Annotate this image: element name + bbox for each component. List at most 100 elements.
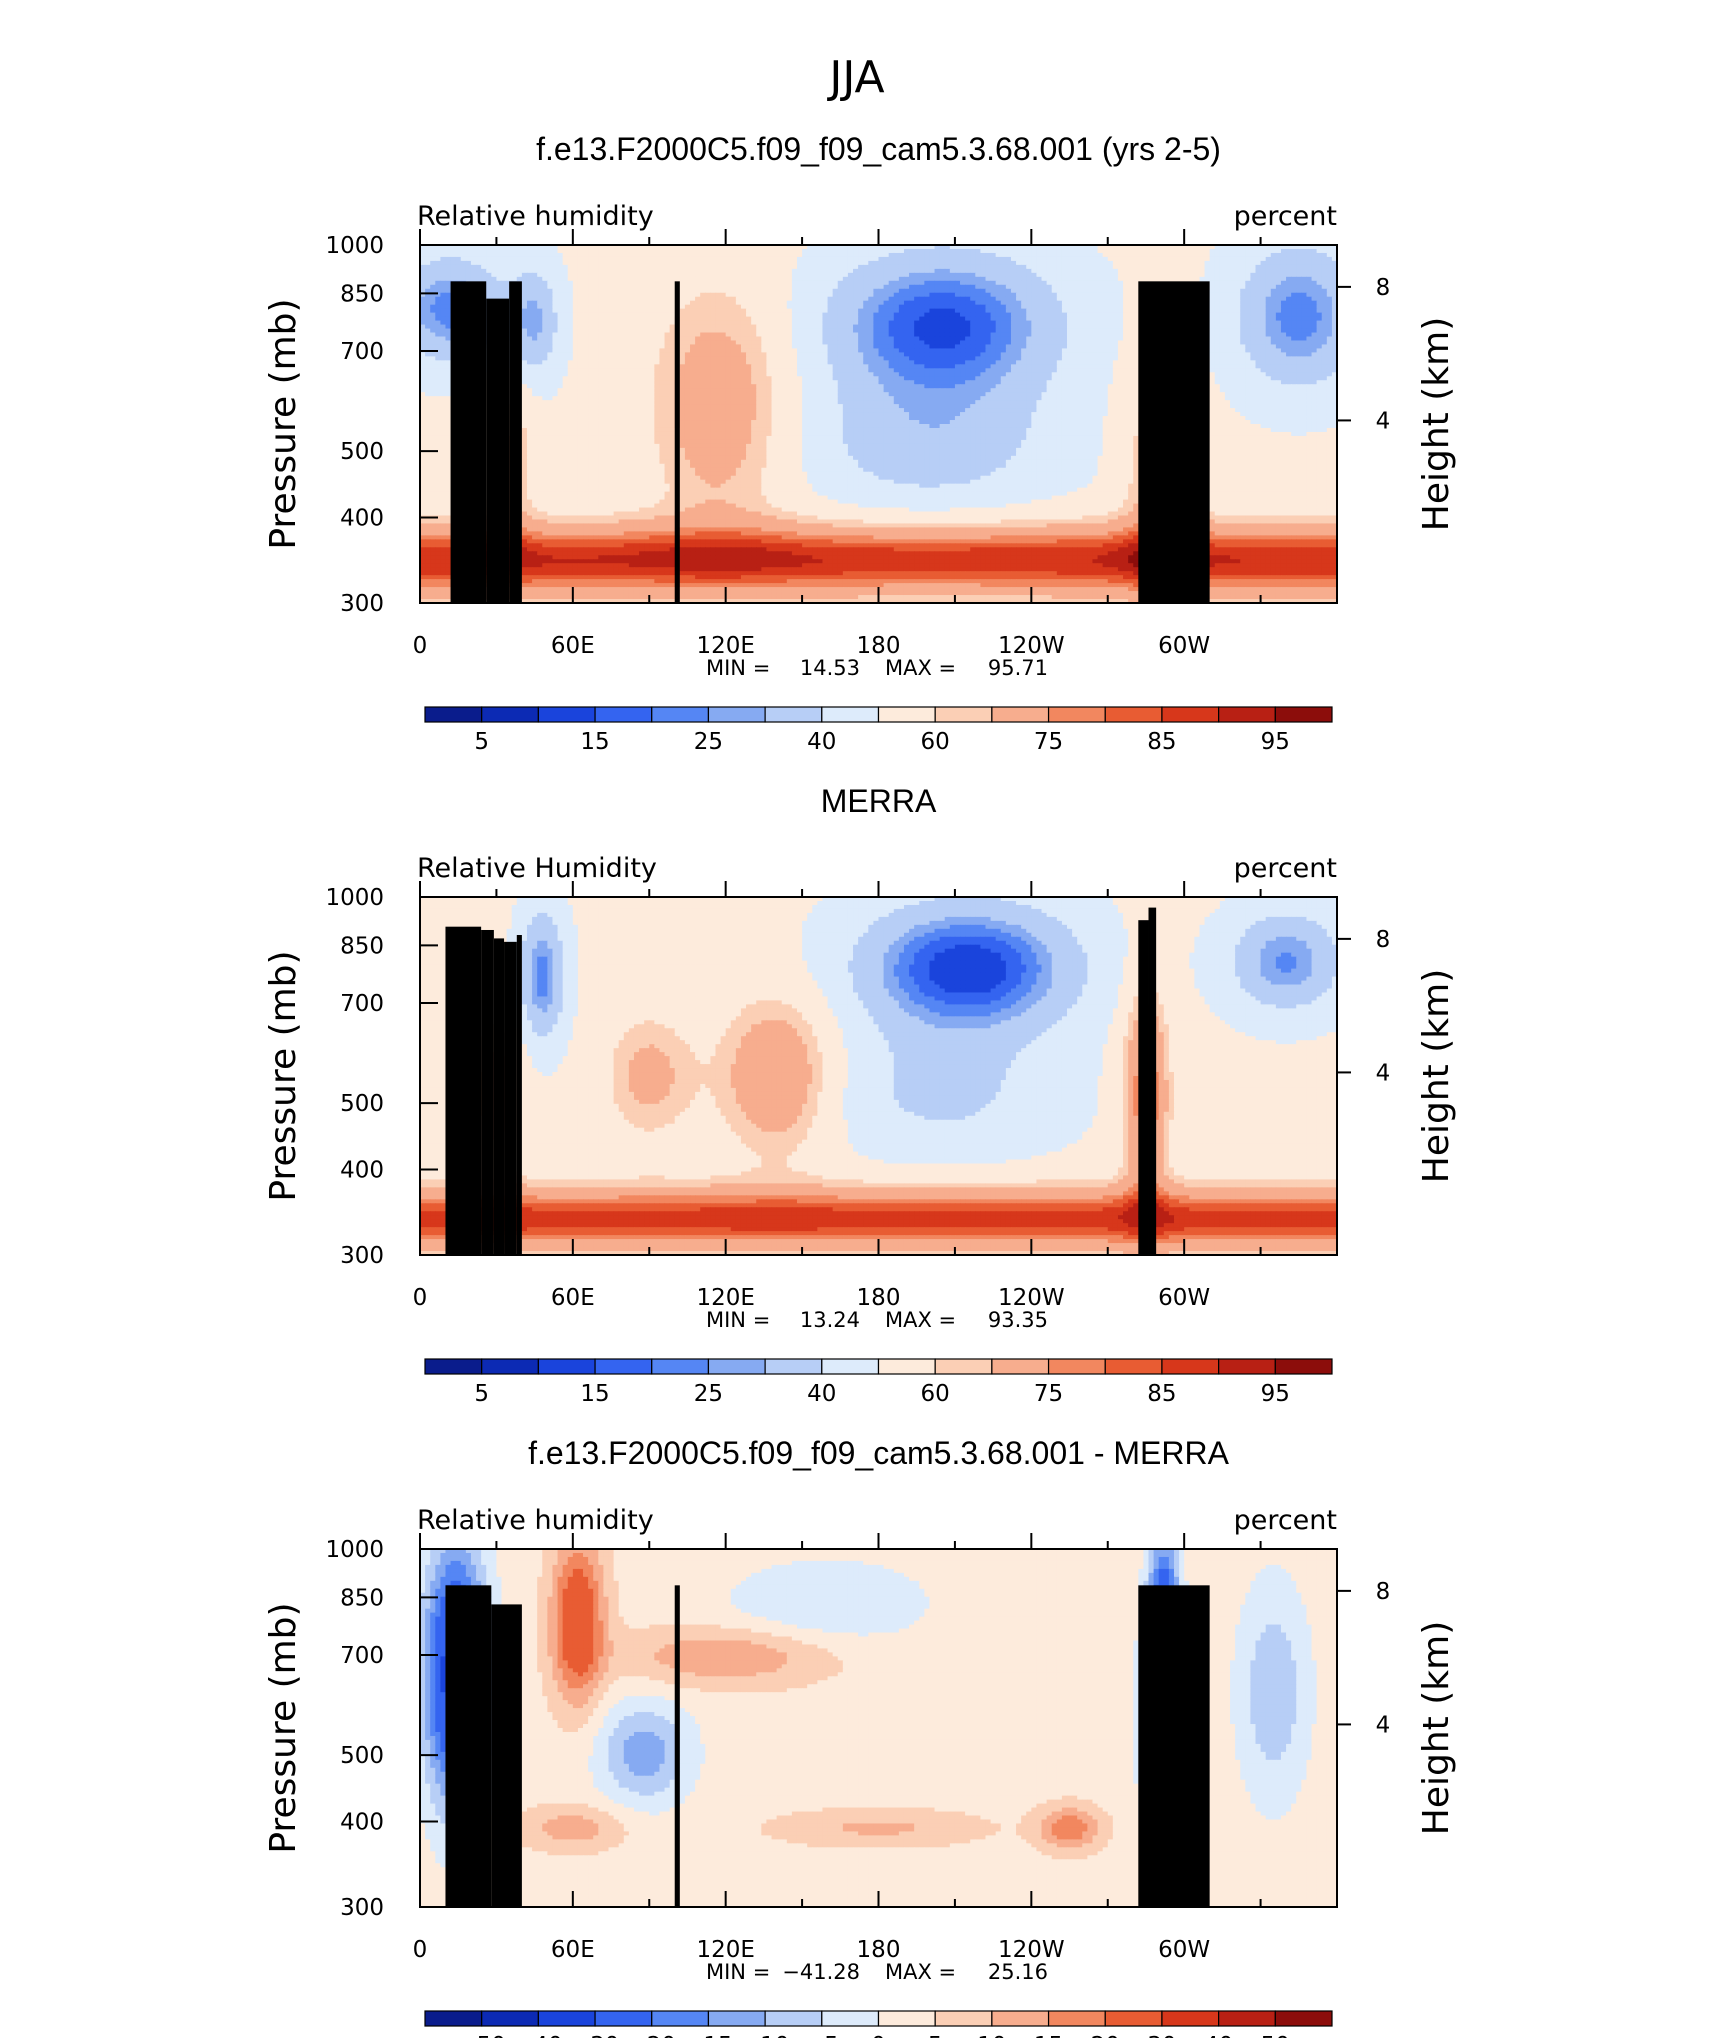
panel-title: f.e13.F2000C5.f09_f09_cam5.3.68.001 - ME… bbox=[528, 1435, 1230, 1471]
right-axis-title: Height (km) bbox=[1416, 969, 1457, 1183]
colorbar-swatch bbox=[537, 2010, 596, 2027]
colorbar-swatch bbox=[537, 1358, 596, 1375]
topography-block bbox=[509, 281, 522, 603]
colorbar-swatch bbox=[1161, 1358, 1220, 1375]
y-tick-label: 500 bbox=[340, 1091, 384, 1117]
height-tick-label: 4 bbox=[1376, 1712, 1391, 1738]
colorbar-label: 60 bbox=[921, 729, 950, 755]
x-tick-label: 120E bbox=[696, 1285, 754, 1311]
colorbar-swatch bbox=[481, 1358, 539, 1375]
colorbar-label: −30 bbox=[571, 2033, 620, 2038]
colorbar-swatch bbox=[1104, 1358, 1163, 1375]
colorbar: −50−40−30−20−15−10−505101520304050 bbox=[424, 2010, 1333, 2038]
y-axis-title: Pressure (mb) bbox=[263, 950, 304, 1201]
topography-block bbox=[1138, 1585, 1210, 1907]
x-tick-label: 60E bbox=[551, 633, 595, 659]
colorbar-swatch bbox=[651, 2010, 710, 2027]
units-label: percent bbox=[1234, 201, 1337, 232]
colorbar-swatch bbox=[481, 2010, 539, 2027]
y-tick-label: 400 bbox=[340, 1809, 384, 1835]
topography-block bbox=[491, 1604, 522, 1907]
height-tick-label: 4 bbox=[1376, 1060, 1391, 1086]
colorbar-label: 15 bbox=[580, 729, 609, 755]
colorbar-swatch bbox=[934, 706, 993, 723]
y-axis-title: Pressure (mb) bbox=[263, 298, 304, 549]
colorbar-swatch bbox=[1104, 2010, 1163, 2027]
right-axis-title: Height (km) bbox=[1416, 1621, 1457, 1835]
colorbar-swatch bbox=[707, 1358, 766, 1375]
variable-label: Relative Humidity bbox=[417, 853, 657, 884]
colorbar-label: 95 bbox=[1261, 1381, 1290, 1407]
colorbar-swatch bbox=[821, 706, 880, 723]
colorbar-swatch bbox=[1274, 2010, 1333, 2027]
colorbar-swatch bbox=[764, 2010, 823, 2027]
x-tick-label: 180 bbox=[857, 633, 901, 659]
topography-block bbox=[1138, 281, 1210, 603]
colorbar-label: 5 bbox=[474, 729, 489, 755]
panel-3: f.e13.F2000C5.f09_f09_cam5.3.68.001 - ME… bbox=[263, 1435, 1457, 2038]
y-tick-label: 850 bbox=[340, 281, 384, 307]
topography-block bbox=[450, 281, 487, 603]
y-tick-label: 400 bbox=[340, 1157, 384, 1183]
x-tick-label: 60W bbox=[1158, 633, 1210, 659]
colorbar-label: 75 bbox=[1034, 729, 1063, 755]
colorbar-swatch bbox=[934, 1358, 993, 1375]
colorbar-swatch bbox=[821, 1358, 880, 1375]
y-tick-label: 500 bbox=[340, 439, 384, 465]
colorbar-label: 40 bbox=[807, 1381, 836, 1407]
units-label: percent bbox=[1234, 1505, 1337, 1536]
max-value: 95.71 bbox=[988, 656, 1048, 680]
colorbar-label: 50 bbox=[1261, 2033, 1290, 2038]
colorbar-label: −10 bbox=[741, 2033, 790, 2038]
topography-block bbox=[1148, 907, 1157, 1255]
colorbar-label: 20 bbox=[1091, 2033, 1120, 2038]
colorbar-swatch bbox=[877, 1358, 936, 1375]
colorbar-swatch bbox=[991, 706, 1050, 723]
colorbar-swatch bbox=[1218, 1358, 1276, 1375]
y-tick-label: 700 bbox=[340, 991, 384, 1017]
topography-block bbox=[445, 926, 482, 1255]
min-value: −41.28 bbox=[782, 1960, 860, 1984]
colorbar-label: −50 bbox=[457, 2033, 506, 2038]
y-tick-label: 1000 bbox=[325, 1537, 384, 1563]
x-tick-label: 60W bbox=[1158, 1937, 1210, 1963]
max-label: MAX = bbox=[885, 1960, 956, 1984]
colorbar-swatch bbox=[594, 1358, 653, 1375]
colorbar-swatch bbox=[594, 706, 653, 723]
colorbar-swatch bbox=[424, 1358, 483, 1375]
colorbar-swatch bbox=[1218, 706, 1276, 723]
y-tick-label: 500 bbox=[340, 1743, 384, 1769]
colorbar-label: −5 bbox=[805, 2033, 839, 2038]
y-axis-title: Pressure (mb) bbox=[263, 1602, 304, 1853]
colorbar-swatch bbox=[821, 2010, 880, 2027]
units-label: percent bbox=[1234, 853, 1337, 884]
x-tick-label: 120E bbox=[696, 633, 754, 659]
max-label: MAX = bbox=[885, 656, 956, 680]
topography-block bbox=[481, 929, 494, 1255]
colorbar-label: −15 bbox=[684, 2033, 733, 2038]
y-tick-label: 700 bbox=[340, 1643, 384, 1669]
colorbar-swatch bbox=[991, 1358, 1050, 1375]
colorbar-label: 30 bbox=[1147, 2033, 1176, 2038]
y-tick-label: 1000 bbox=[325, 885, 384, 911]
colorbar-label: 25 bbox=[694, 729, 723, 755]
colorbar-swatch bbox=[934, 2010, 993, 2027]
topography-block bbox=[674, 1585, 680, 1907]
colorbar-swatch bbox=[877, 706, 936, 723]
x-tick-label: 0 bbox=[413, 1285, 428, 1311]
topography-block bbox=[445, 1585, 492, 1907]
colorbar-swatch bbox=[1047, 706, 1106, 723]
colorbar-swatch bbox=[1047, 1358, 1106, 1375]
y-tick-label: 700 bbox=[340, 339, 384, 365]
contour-fill bbox=[420, 897, 1338, 1256]
panels-group: f.e13.F2000C5.f09_f09_cam5.3.68.001 (yrs… bbox=[263, 131, 1457, 2038]
height-tick-label: 8 bbox=[1376, 275, 1391, 301]
colorbar-label: −20 bbox=[627, 2033, 676, 2038]
height-tick-label: 4 bbox=[1376, 408, 1391, 434]
colorbar: 5 15 25 40 60 75 85 95 bbox=[424, 1358, 1333, 1407]
x-tick-label: 0 bbox=[413, 633, 428, 659]
colorbar-swatch bbox=[877, 2010, 936, 2027]
min-label: MIN = bbox=[706, 1308, 770, 1332]
colorbar-label: 15 bbox=[580, 1381, 609, 1407]
